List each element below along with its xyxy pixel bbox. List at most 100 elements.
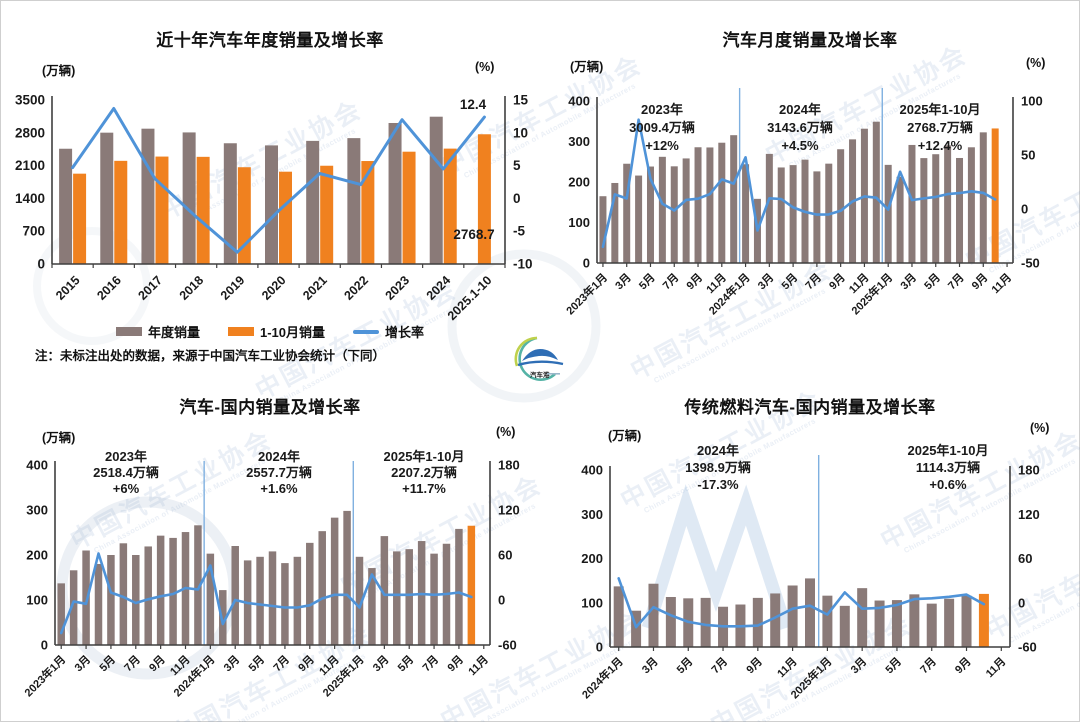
right-axis-unit: (%) — [475, 60, 495, 74]
bar-month — [82, 550, 90, 645]
bar-month — [770, 593, 781, 647]
bar-month — [944, 598, 955, 647]
left-y-tick-label: 0 — [583, 256, 590, 271]
right-y-tick-label: 180 — [498, 458, 520, 473]
bar-month — [700, 597, 711, 647]
bar-month — [156, 535, 165, 645]
legend-item-jan-oct-sales: 1-10月销量 — [227, 322, 325, 341]
plot-fuel-domestic: 0 100 200 300 400 -60 0 60 120 180 2024年1月 3月 5月 7月 9月… — [579, 443, 1040, 701]
bar-month — [884, 164, 892, 263]
bar-month — [635, 175, 643, 263]
bar-jan-oct — [443, 148, 457, 264]
annotation-line: -17.3% — [697, 477, 739, 492]
right-y-tick-label: 120 — [498, 503, 520, 518]
annotation-line: 1398.9万辆 — [685, 460, 751, 475]
bar-month — [405, 549, 413, 645]
bar-month — [132, 555, 140, 645]
bar-month — [368, 568, 376, 645]
right-axis-unit: (%) — [1030, 421, 1050, 435]
left-y-tick-label: 300 — [581, 507, 603, 522]
x-tick-label: 7月 — [122, 653, 143, 674]
bar-latest-month — [978, 593, 989, 647]
bar-month — [682, 158, 690, 263]
x-tick-label: 3月 — [613, 271, 634, 292]
bar-month — [330, 517, 339, 645]
annotation-line: 2025年1-10月 — [900, 102, 981, 117]
annotation-line: 3009.4万辆 — [629, 120, 695, 135]
annotation-line: 2023年 — [105, 449, 147, 464]
x-tick-label: 7月 — [803, 271, 824, 292]
left-y-tick-label: 0 — [37, 257, 45, 272]
left-axis-unit: (万辆) — [42, 431, 76, 445]
x-tick-label: 2022 — [341, 273, 371, 303]
right-axis-unit: (%) — [1026, 56, 1046, 70]
x-tick-label: 9月 — [445, 653, 466, 674]
annotation-line: +12% — [645, 138, 679, 153]
bar-month — [789, 165, 797, 263]
bar-month — [646, 166, 654, 263]
right-y-tick-label: 180 — [1018, 463, 1040, 478]
right-y-tick-label: -5 — [513, 224, 525, 239]
annotation-line: 2768.7万辆 — [907, 120, 973, 135]
bar-jan-oct — [402, 151, 416, 264]
left-y-tick-label: 100 — [26, 593, 48, 608]
annotation-line: +4.5% — [781, 138, 819, 153]
bar-month — [219, 590, 227, 645]
bar-month — [194, 525, 202, 645]
bar-month — [599, 196, 607, 263]
x-tick-label: 2023 — [383, 273, 413, 303]
x-tick-label: 5月 — [922, 271, 943, 292]
bar-jan-oct — [155, 156, 169, 264]
bar-month — [874, 600, 885, 647]
bar-month — [623, 163, 631, 263]
left-y-tick-label: 400 — [568, 94, 590, 109]
chart-title-fuel-domestic: 传统燃料汽车-国内销量及增长率 — [684, 398, 936, 417]
bar-jan-oct — [196, 156, 210, 264]
bar-month — [231, 546, 239, 645]
bar-month — [908, 144, 916, 263]
bar-latest-month — [467, 525, 476, 645]
chart-title-annual: 近十年汽车年度销量及增长率 — [156, 31, 384, 50]
bar-month — [730, 135, 738, 263]
x-tick-label: 5月 — [97, 653, 118, 674]
bar-annual — [347, 138, 361, 264]
bar-month — [69, 570, 78, 645]
growth-rate-line — [71, 107, 486, 254]
right-y-tick-label: 0 — [1018, 595, 1025, 610]
bar-month — [956, 157, 964, 263]
chart-title-monthly: 汽车月度销量及增长率 — [722, 31, 898, 50]
bar-month — [281, 563, 289, 645]
x-tick-label: 11月 — [466, 653, 491, 678]
bar-month — [822, 595, 833, 647]
chart-annual-sales: 近十年汽车年度销量及增长率 (万辆) (%) 0 700 1400 2100 2800 3… — [0, 0, 540, 375]
bar-month — [658, 156, 666, 263]
x-tick-label: 7月 — [709, 655, 730, 676]
x-tick-label: 2017 — [136, 273, 166, 303]
right-y-tick-label: 0 — [498, 593, 505, 608]
bar-month — [777, 167, 785, 263]
chart-domestic-sales: 汽车-国内销量及增长率 (万辆) (%) 0 100 200 300 400 -60 0 60… — [0, 375, 540, 722]
bar-month — [256, 556, 264, 645]
right-y-tick-label: -10 — [513, 257, 533, 272]
bar-month — [742, 164, 750, 263]
bar-month — [787, 585, 798, 647]
x-tick-label: 3月 — [72, 653, 93, 674]
right-y-tick-label: 120 — [1018, 507, 1040, 522]
bar-jan-oct — [361, 161, 375, 264]
bar-month — [961, 595, 972, 647]
x-tick-label: 5月 — [636, 271, 657, 292]
x-tick-label: 11月 — [989, 271, 1014, 296]
bar-jan-oct — [279, 171, 292, 264]
x-tick-label: 7月 — [918, 655, 939, 676]
left-axis-unit: (万辆) — [570, 60, 604, 74]
right-y-tick-label: 0 — [513, 191, 521, 206]
bar-month — [670, 166, 678, 263]
x-tick-label: 7月 — [660, 271, 681, 292]
x-tick-label: 7月 — [420, 653, 441, 674]
annotation-line: 1114.3万辆 — [916, 460, 980, 475]
bar-annual — [306, 140, 320, 264]
x-tick-label: 2023年1月 — [21, 652, 68, 699]
left-y-tick-label: 400 — [581, 463, 603, 478]
